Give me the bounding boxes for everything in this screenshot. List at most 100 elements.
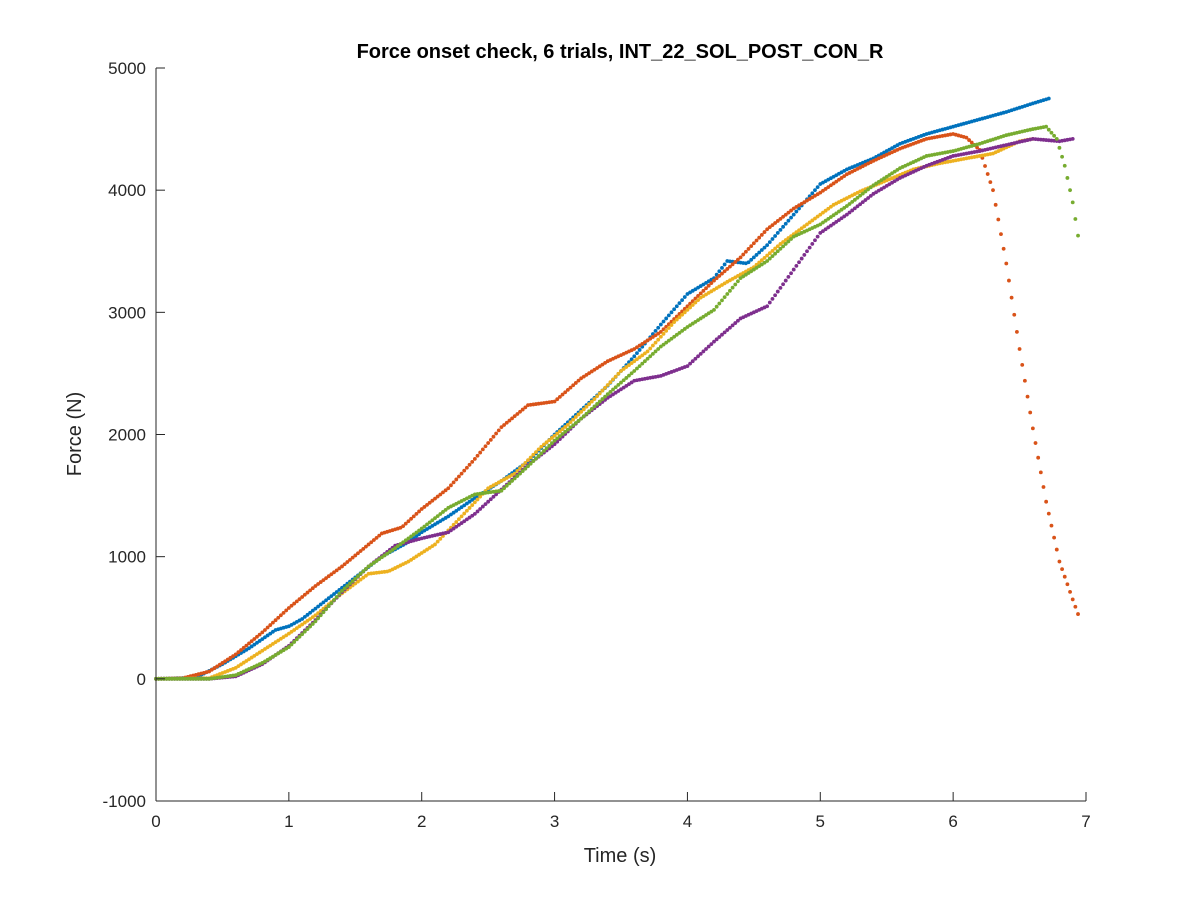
data-point <box>858 202 863 207</box>
data-point <box>470 513 475 518</box>
data-point <box>294 637 299 642</box>
data-point <box>172 676 177 681</box>
data-point <box>257 639 262 643</box>
data-point <box>704 347 708 351</box>
data-point <box>688 305 692 310</box>
data-point <box>1065 176 1070 180</box>
data-point <box>271 629 275 634</box>
data-point <box>1070 200 1075 205</box>
data-point <box>329 572 334 577</box>
data-point <box>454 477 459 482</box>
data-point <box>619 380 623 385</box>
data-point <box>167 676 172 681</box>
data-point <box>1070 597 1075 602</box>
data-point <box>815 185 820 190</box>
data-point <box>826 225 831 230</box>
data-point <box>1001 246 1006 251</box>
data-point <box>502 486 506 491</box>
data-point <box>587 402 592 407</box>
data-point <box>1038 470 1043 475</box>
data-point <box>786 210 791 215</box>
data-point <box>199 676 204 681</box>
data-point <box>706 344 711 349</box>
data-point <box>781 240 785 244</box>
data-point <box>496 428 501 433</box>
data-point <box>430 498 435 503</box>
data-point <box>316 616 320 621</box>
data-point <box>794 230 799 235</box>
data-point <box>712 339 716 344</box>
data-point <box>608 389 613 394</box>
data-point <box>364 573 368 578</box>
data-point <box>302 629 307 634</box>
data-point <box>847 210 852 215</box>
data-point <box>244 643 249 648</box>
data-point <box>390 548 395 552</box>
data-point <box>765 227 770 232</box>
data-point <box>1041 485 1046 489</box>
x-tick-label: 0 <box>151 812 160 831</box>
data-point <box>605 392 610 397</box>
data-point <box>536 454 541 458</box>
data-point <box>555 431 560 436</box>
data-point <box>571 383 576 388</box>
data-point <box>773 221 778 225</box>
data-point <box>712 307 716 312</box>
data-point <box>528 455 533 460</box>
data-point <box>361 569 366 574</box>
data-point <box>183 676 188 681</box>
data-point <box>720 271 724 276</box>
data-point <box>584 411 589 416</box>
data-point <box>499 488 504 493</box>
x-tick-label: 1 <box>284 812 293 831</box>
data-point <box>371 538 376 542</box>
data-point <box>637 364 642 368</box>
data-point <box>459 505 464 510</box>
data-point <box>1028 410 1033 415</box>
data-point <box>757 235 762 240</box>
data-point <box>791 212 796 217</box>
data-point <box>645 356 650 361</box>
data-point <box>518 471 522 476</box>
data-point <box>693 300 698 305</box>
data-point <box>300 595 305 599</box>
data-point <box>239 648 243 652</box>
data-point <box>579 410 584 414</box>
data-point <box>685 364 690 368</box>
data-point <box>632 359 637 364</box>
data-point <box>658 322 663 327</box>
data-point <box>449 528 453 533</box>
data-point <box>765 253 770 258</box>
data-point <box>557 429 562 434</box>
data-point <box>520 407 525 412</box>
data-point <box>236 650 241 655</box>
data-point <box>773 246 778 251</box>
data-point <box>486 499 491 504</box>
data-point <box>720 332 724 337</box>
data-point <box>759 258 764 263</box>
data-point <box>685 307 690 312</box>
data-point <box>464 501 469 506</box>
data-point <box>457 517 461 522</box>
data-point <box>669 336 674 341</box>
data-point <box>358 571 363 576</box>
data-point <box>821 229 825 233</box>
data-point <box>472 457 477 461</box>
data-point <box>584 404 589 409</box>
data-point <box>441 510 445 514</box>
x-axis-ticks: 0 1 2 3 4 5 6 7 <box>151 792 1091 831</box>
data-point <box>608 380 613 385</box>
data-point <box>435 514 440 519</box>
data-point <box>762 245 767 250</box>
data-point <box>1076 233 1080 238</box>
data-point <box>1076 612 1080 616</box>
data-point <box>682 295 687 299</box>
data-point <box>770 254 775 259</box>
data-point <box>781 244 785 249</box>
data-point <box>1012 312 1017 317</box>
data-point <box>1062 163 1067 168</box>
data-point <box>271 620 275 625</box>
data-point <box>337 566 342 571</box>
data-point <box>807 220 812 225</box>
data-point <box>664 329 669 333</box>
